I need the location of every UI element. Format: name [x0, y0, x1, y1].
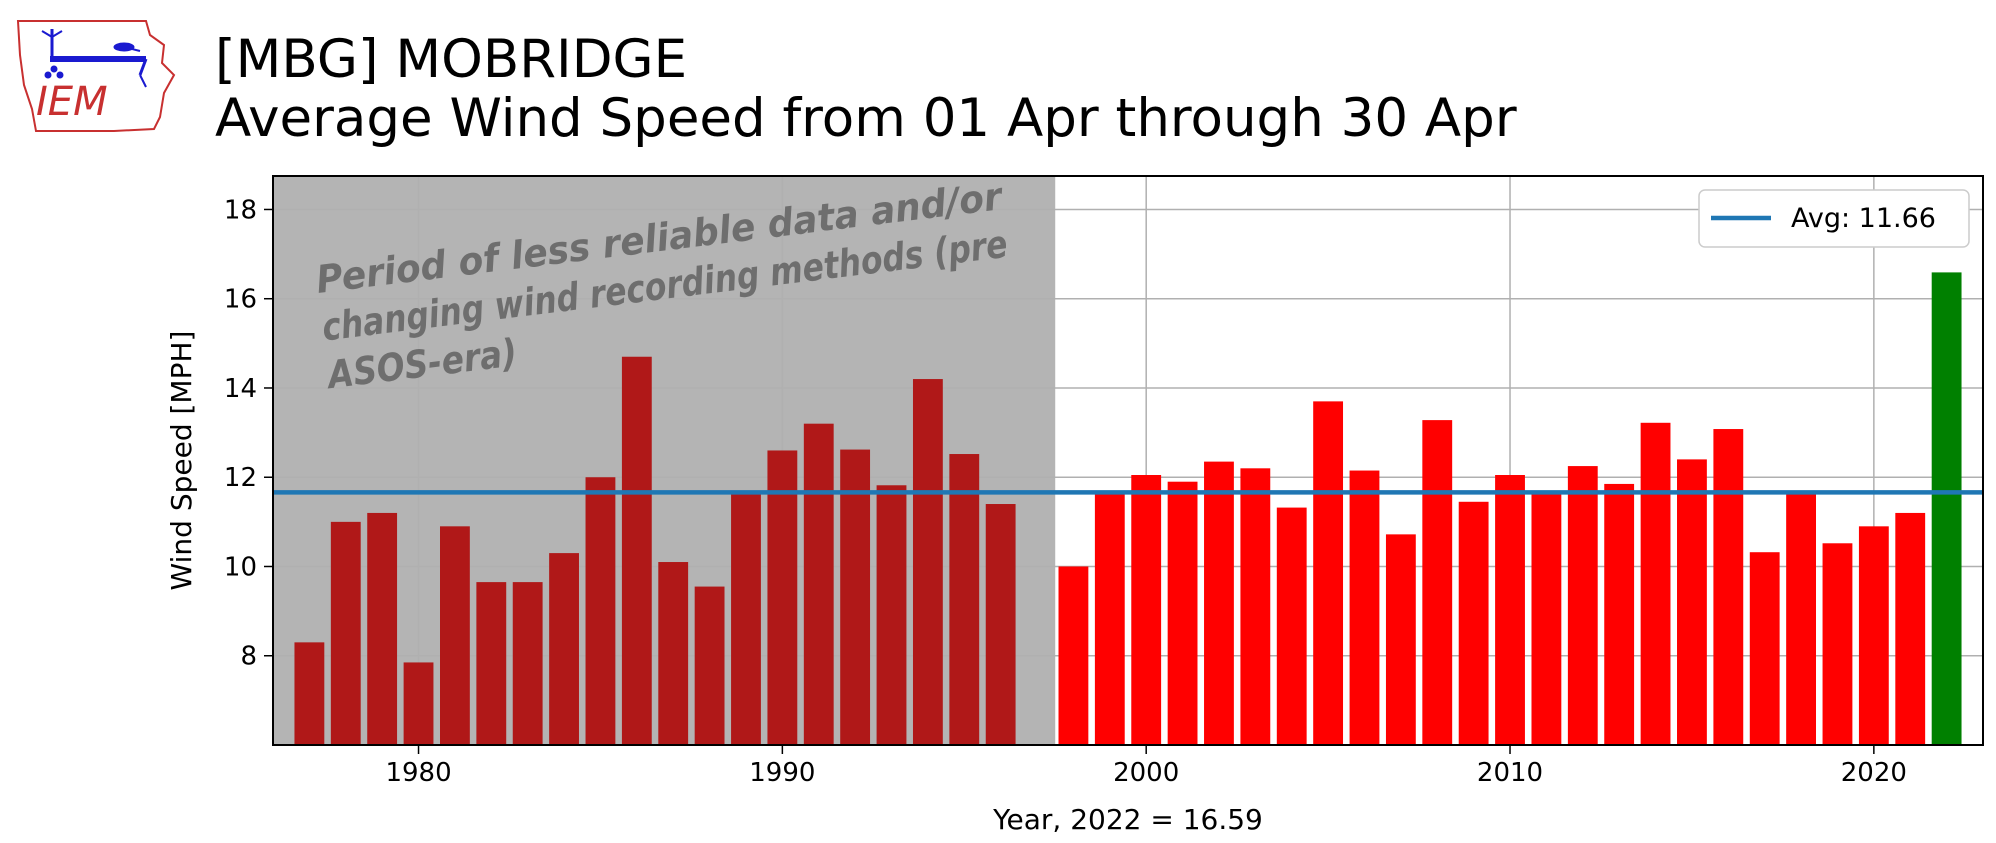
bar-1996: [985, 504, 1016, 745]
bar-2011: [1531, 490, 1562, 745]
bar-2014: [1640, 422, 1671, 745]
bar-2003: [1240, 468, 1271, 745]
bar-1991: [803, 423, 834, 745]
logo-text: IEM: [36, 79, 108, 125]
bar-1984: [549, 553, 579, 745]
bar-2022: [1931, 272, 1962, 745]
bar-1988: [694, 586, 725, 745]
bar-2002: [1204, 461, 1234, 745]
chart-title-station: [MBG] MOBRIDGE: [215, 29, 688, 90]
bar-2005: [1313, 401, 1344, 745]
bar-2006: [1349, 470, 1380, 745]
bar-2010: [1495, 475, 1525, 745]
bar-2012: [1567, 466, 1598, 745]
bar-1979: [367, 512, 398, 745]
chart-title-description: Average Wind Speed from 01 Apr through 3…: [215, 88, 1517, 149]
x-tick-label: 2000: [1113, 758, 1179, 788]
bar-2020: [1858, 526, 1889, 745]
y-tick-label: 10: [224, 552, 257, 582]
bar-1983: [512, 582, 543, 745]
bar-2016: [1713, 429, 1744, 745]
bar-2017: [1749, 552, 1780, 745]
y-axis-label: Wind Speed [MPH]: [165, 331, 198, 591]
bar-2007: [1385, 534, 1416, 745]
bar-1989: [731, 492, 761, 745]
bar-2015: [1677, 459, 1707, 745]
iowa-outline-icon: [16, 20, 176, 132]
x-axis-label: Year, 2022 = 16.59: [992, 803, 1263, 836]
plot-frame: [272, 175, 1984, 746]
bar-1998: [1058, 566, 1089, 745]
x-tick-label: 2010: [1477, 758, 1543, 788]
x-tick-label: 2020: [1841, 758, 1907, 788]
bar-2008: [1422, 420, 1453, 745]
y-tick-label: 16: [224, 285, 257, 315]
bar-1994: [912, 379, 943, 745]
x-tick-label: 1980: [385, 758, 451, 788]
bar-1980: [403, 662, 434, 745]
bar-1986: [621, 356, 652, 745]
wind-gauge-icon: [41, 29, 148, 88]
bar-1985: [585, 477, 616, 745]
y-tick-label: 12: [224, 463, 257, 493]
bar-2000: [1131, 475, 1162, 745]
legend-box: [1698, 189, 1970, 248]
bar-2018: [1786, 492, 1817, 745]
y-tick-label: 8: [240, 642, 257, 672]
bar-2013: [1604, 483, 1635, 745]
y-tick-label: 14: [224, 374, 257, 404]
bar-2019: [1822, 543, 1853, 745]
bar-1995: [949, 454, 980, 745]
bar-2004: [1276, 507, 1307, 745]
bar-1992: [840, 449, 871, 745]
bar-1987: [658, 562, 689, 745]
y-tick-label: 18: [224, 195, 257, 225]
bar-2009: [1458, 501, 1489, 745]
iem-logo: IEM: [16, 20, 176, 132]
bar-1993: [876, 485, 907, 745]
bar-1978: [330, 521, 361, 745]
bar-1990: [767, 450, 798, 745]
bar-2001: [1167, 481, 1198, 745]
bar-1977: [294, 642, 325, 745]
legend-label: Avg: 11.66: [1791, 203, 1936, 234]
x-tick-label: 1990: [749, 758, 815, 788]
bar-1999: [1094, 494, 1125, 745]
bar-1982: [476, 582, 507, 745]
bar-2021: [1895, 512, 1926, 745]
bar-1981: [439, 526, 470, 745]
legend: Avg: 11.66: [1698, 189, 1970, 248]
